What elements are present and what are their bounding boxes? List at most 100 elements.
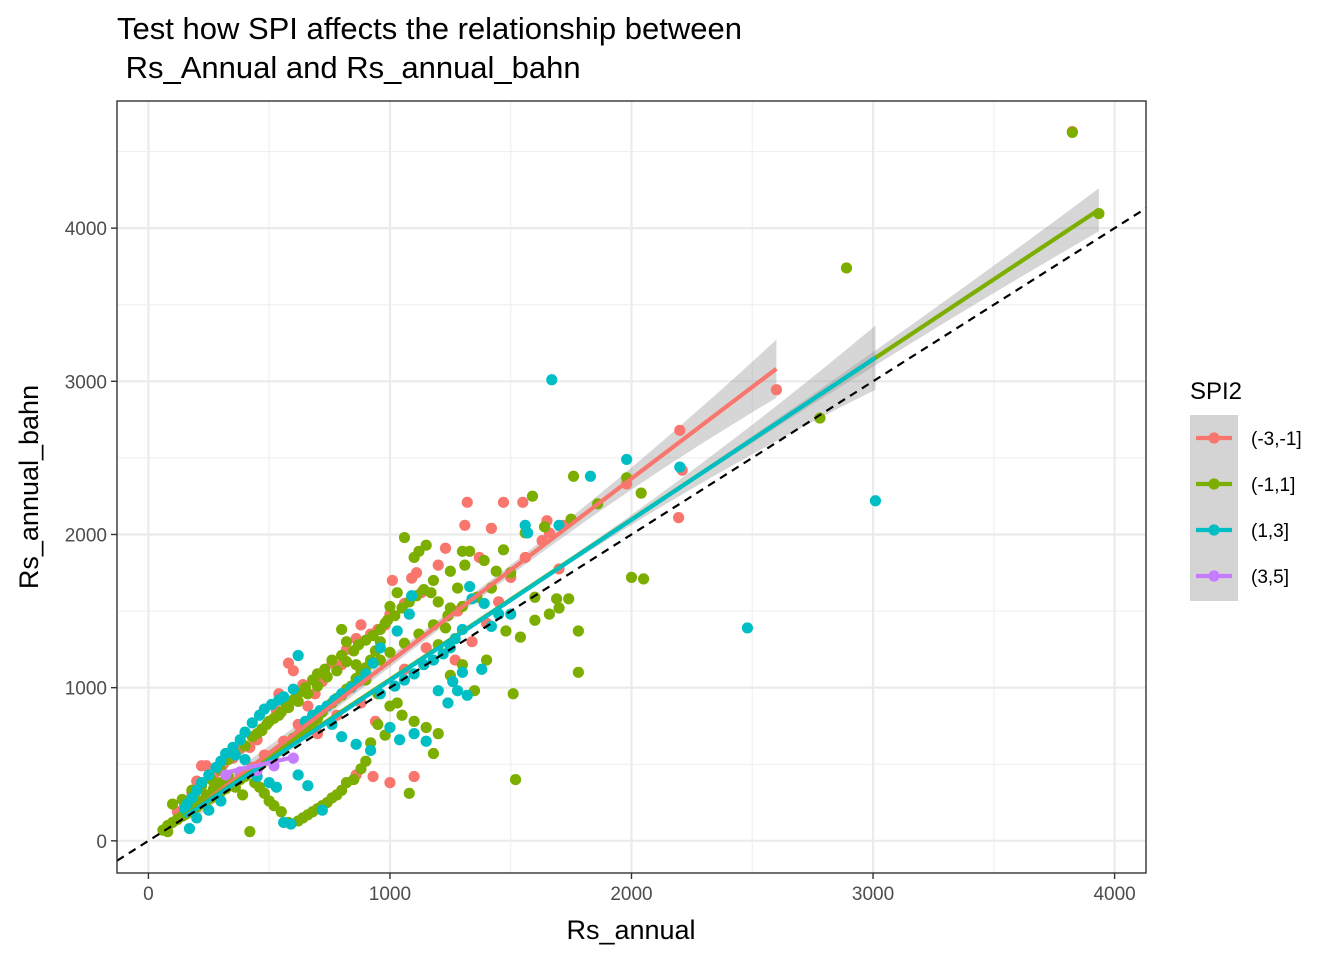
data-point-series-2-9: [464, 580, 476, 593]
data-point-series-1-196: [500, 625, 512, 637]
data-point-series-0-61: [485, 522, 498, 534]
data-point-series-2-23: [389, 680, 401, 692]
data-point-series-0-4: [673, 512, 685, 524]
data-point-series-2-59: [191, 812, 203, 824]
data-point-series-1-2: [840, 262, 853, 274]
data-point-series-1-33: [408, 551, 420, 564]
data-point-series-1-131: [365, 737, 377, 749]
data-point-series-1-164: [326, 654, 338, 666]
legend-key-point-3: [1208, 570, 1220, 582]
data-point-series-2-71: [316, 804, 328, 816]
data-point-series-2-26: [391, 625, 403, 637]
data-point-series-1-183: [396, 709, 408, 721]
data-point-series-2-7: [522, 527, 534, 539]
data-point-series-1-8: [567, 470, 580, 482]
data-point-series-2-77: [384, 721, 396, 734]
data-point-series-1-179: [350, 659, 362, 671]
data-point-series-2-60: [203, 804, 215, 816]
data-point-series-2-75: [365, 744, 377, 757]
data-point-series-2-63: [239, 754, 251, 766]
data-point-series-1-185: [420, 721, 432, 734]
data-point-series-1-103: [331, 665, 343, 677]
fit-line-series-0: [195, 367, 778, 810]
data-point-series-2-87: [456, 666, 469, 678]
legend-label-2: (1,3]: [1251, 521, 1289, 542]
fit-line-series-2: [183, 355, 877, 819]
legend-label-3: (3,5]: [1251, 567, 1289, 588]
data-point-series-2-58: [183, 822, 196, 835]
data-point-series-0-70: [302, 700, 314, 712]
data-point-series-1-16: [563, 593, 575, 605]
data-point-series-1-11: [526, 490, 539, 502]
data-point-series-0-64: [420, 642, 432, 654]
data-point-series-1-120: [509, 773, 522, 786]
data-point-series-0-21: [386, 574, 398, 587]
data-point-series-2-24: [406, 590, 418, 602]
x-tick-label-1: 1000: [369, 884, 411, 905]
legend-label-0: (-3,-1]: [1251, 429, 1302, 450]
data-point-series-1-14: [572, 625, 584, 637]
x-tick-label-0: 0: [143, 884, 154, 905]
legend-label-1: (-1,1]: [1251, 475, 1295, 496]
data-point-series-1-105: [340, 656, 353, 668]
data-point-series-0-35: [282, 657, 295, 669]
data-point-series-1-186: [432, 728, 444, 740]
data-point-series-2-85: [442, 697, 454, 709]
data-point-series-2-52: [203, 769, 215, 781]
data-point-series-2-79: [408, 728, 420, 740]
data-point-series-2-66: [270, 781, 283, 793]
data-point-series-2-3: [621, 453, 633, 466]
data-point-series-2-11: [478, 597, 490, 610]
data-point-series-0-46: [195, 760, 208, 772]
y-tick-label-3: 3000: [65, 372, 107, 393]
data-point-series-1-35: [391, 587, 403, 599]
data-point-series-1-176: [251, 728, 263, 740]
data-point-series-2-8: [553, 519, 565, 531]
x-tick-label-3: 3000: [852, 884, 894, 905]
data-point-series-2-70: [302, 780, 314, 792]
legend-key-point-1: [1208, 478, 1220, 490]
data-point-series-1-119: [459, 559, 471, 571]
data-point-series-2-39: [287, 683, 299, 695]
data-point-series-1-36: [384, 600, 396, 613]
data-point-series-2-13: [505, 608, 517, 620]
data-point-series-0-11: [517, 496, 529, 508]
identity-reference-line: [116, 207, 1147, 862]
data-point-series-1-153: [244, 826, 256, 838]
data-point-series-2-38: [292, 649, 304, 662]
x-axis-title: Rs_annual: [566, 915, 695, 945]
data-point-series-1-178: [336, 623, 348, 636]
data-point-series-1-112: [389, 610, 401, 622]
data-point-series-2-86: [451, 685, 464, 697]
data-point-series-2-2: [546, 374, 558, 386]
data-point-series-2-81: [432, 685, 444, 697]
data-point-series-1-25: [451, 582, 464, 594]
data-point-series-0-14: [459, 519, 471, 531]
data-point-series-0-19: [406, 572, 418, 584]
fit-lines: [161, 207, 1101, 832]
data-point-series-2-61: [215, 795, 227, 807]
data-point-series-0-12: [497, 496, 510, 508]
data-point-series-2-83: [461, 689, 473, 701]
data-point-series-1-24: [456, 545, 469, 557]
data-point-series-1-3: [814, 412, 826, 424]
data-point-series-1-154: [237, 789, 249, 801]
data-point-series-1-167: [307, 674, 319, 686]
data-point-series-2-25: [403, 608, 415, 620]
data-point-series-0-53: [384, 777, 396, 789]
legend-key-point-0: [1208, 432, 1220, 444]
legend: SPI2 (-3,-1] (-1,1] (1,3] (3,5]: [1190, 378, 1302, 601]
data-point-series-1-117: [427, 574, 440, 587]
legend-key-point-2: [1208, 524, 1220, 536]
data-point-series-2-51: [210, 761, 222, 773]
plot-panel: [116, 100, 1147, 874]
data-point-series-1-197: [514, 631, 526, 643]
data-point-series-1-21: [490, 565, 502, 577]
data-point-series-2-74: [350, 738, 362, 750]
data-point-series-2-1: [741, 622, 754, 634]
data-point-series-0-54: [408, 770, 420, 783]
data-point-series-2-84: [476, 663, 488, 675]
chart-title-line-2: Rs_Annual and Rs_annual_bahn: [117, 50, 581, 85]
data-point-series-1-124: [456, 659, 469, 671]
